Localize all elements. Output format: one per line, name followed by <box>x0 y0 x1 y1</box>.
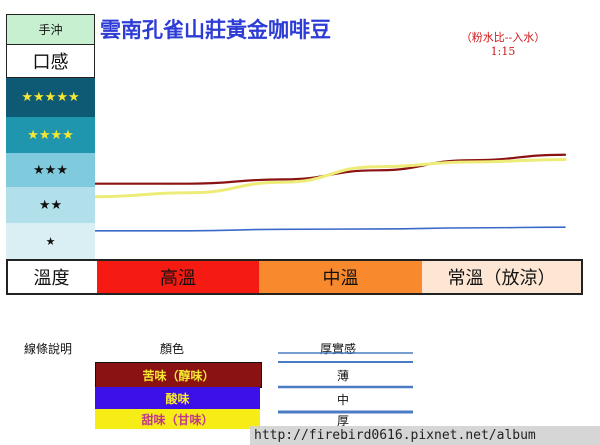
rating-level-4: ★★★★ <box>6 117 95 153</box>
watermark-bar <box>250 426 600 445</box>
temp-band-medium: 中溫 <box>259 261 422 293</box>
temp-band-high: 高溫 <box>97 261 259 293</box>
rating-level-3: ★★★ <box>6 153 95 187</box>
temp-band-room: 常溫（放涼） <box>422 261 581 293</box>
legend-label: 線條說明 <box>24 342 73 356</box>
legend-color-header: 顏色 <box>160 342 185 356</box>
legend-swatch-bitter: 苦味（醇味） <box>95 362 262 388</box>
thickness-thick-label: 厚 <box>336 414 349 428</box>
series-line-2 <box>95 226 566 232</box>
thickness-thin-label: 薄 <box>336 369 349 383</box>
taste-line-chart <box>95 153 567 232</box>
legend-swatch-sweet: 甜味（甘味） <box>95 409 260 429</box>
page-title: 雲南孔雀山莊黃金咖啡豆 <box>100 18 331 42</box>
series-line-0 <box>95 153 567 185</box>
ratio-note-label: （粉水比--入水） <box>460 31 546 44</box>
watermark-url[interactable]: http://firebird0616.pixnet.net/album <box>254 428 536 443</box>
thickness-lines <box>278 352 413 414</box>
temperature-row: 溫度 高溫 中溫 常溫（放涼） <box>6 259 583 295</box>
ratio-note-value: 1:15 <box>490 45 516 58</box>
series-line-1 <box>95 157 567 199</box>
ratio-note: （粉水比--入水） 1:15 <box>448 31 558 59</box>
rating-level-5: ★★★★★ <box>6 78 95 117</box>
thickness-medium-label: 中 <box>336 393 349 407</box>
rating-level-2: ★★ <box>6 187 95 223</box>
rating-level-1: ★ <box>6 223 95 259</box>
legend-swatch-sour: 酸味 <box>95 387 260 409</box>
temperature-label: 溫度 <box>8 261 95 293</box>
brew-method-cell: 手沖 <box>6 14 95 45</box>
taste-header-cell: 口感 <box>6 45 95 78</box>
